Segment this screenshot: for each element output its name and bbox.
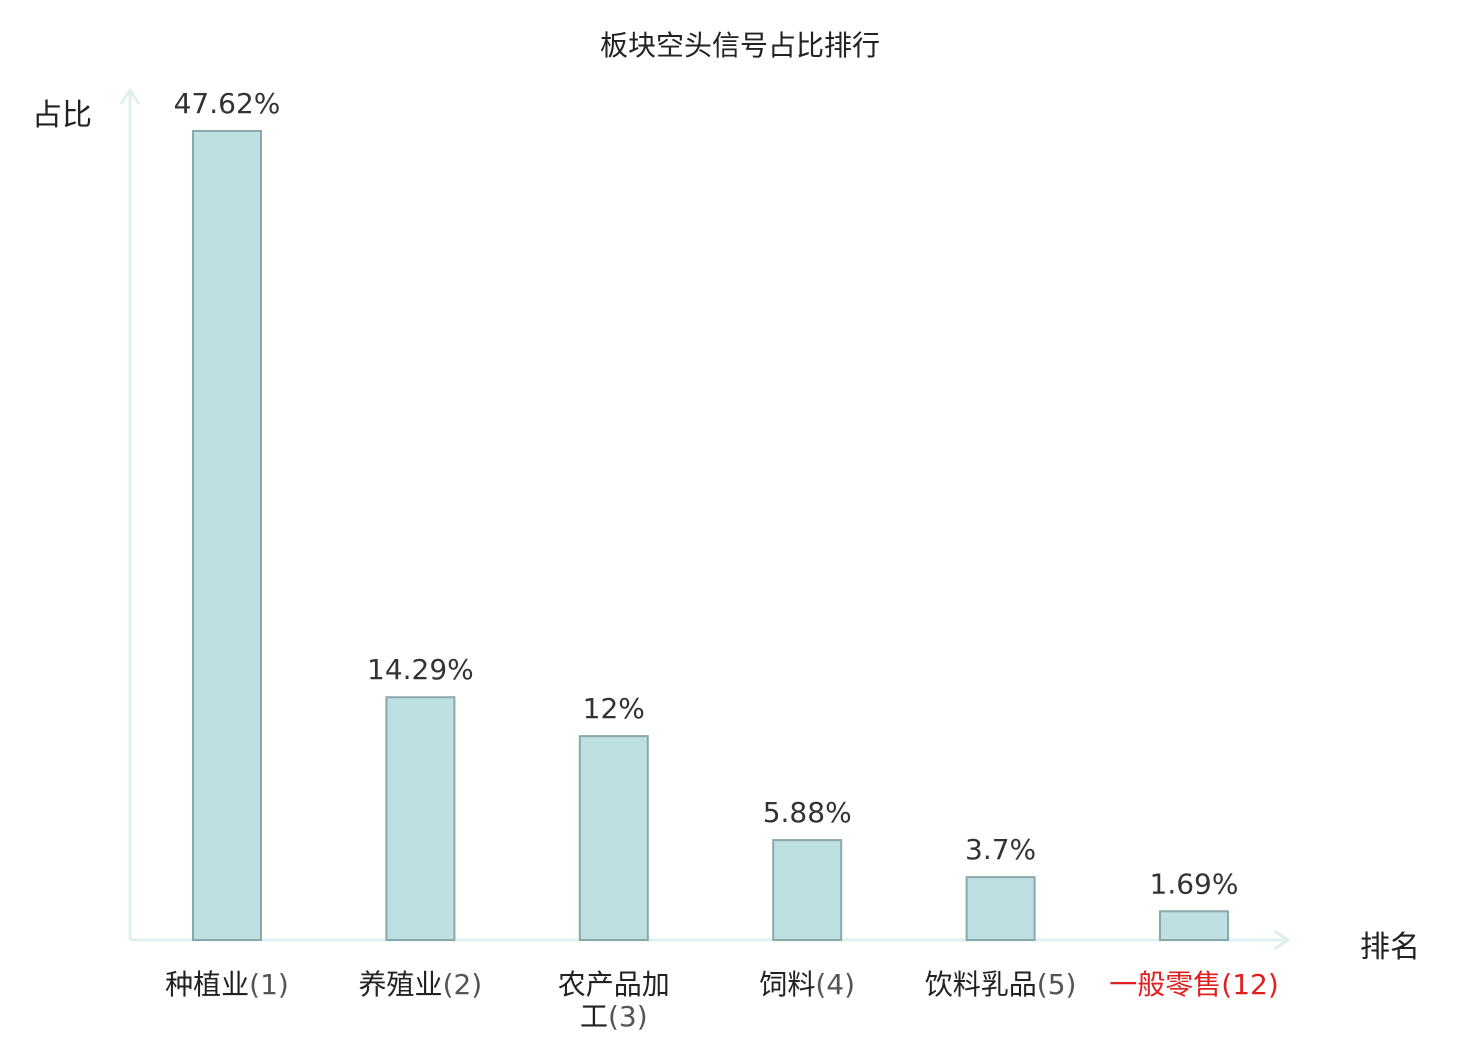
- x-tick-name: 饮料乳品: [925, 968, 1037, 1001]
- bar: [772, 839, 843, 942]
- x-tick-name: 饲料: [759, 968, 815, 1001]
- value-label: 1.69%: [1150, 867, 1239, 900]
- x-tick-label: 饲料(4): [759, 968, 855, 1001]
- value-label: 5.88%: [763, 796, 852, 829]
- x-tick-label: 农产品加工(3): [558, 968, 670, 1033]
- x-tick-rank: (4): [815, 968, 855, 1001]
- x-axis-arrow: [1273, 929, 1291, 951]
- x-tick-rank: (12): [1221, 968, 1278, 1001]
- x-tick-name: 一般零售: [1109, 968, 1221, 1001]
- axes: [119, 87, 1291, 951]
- value-labels: 47.62% 14.29% 12% 5.88% 3.7% 1.69%: [174, 87, 1239, 900]
- y-axis-label: 占比: [32, 98, 92, 133]
- value-label: 3.7%: [965, 833, 1036, 866]
- value-label: 12%: [583, 692, 645, 725]
- x-tick-label: 饮料乳品(5): [925, 968, 1077, 1001]
- x-tick-rank: (2): [443, 968, 483, 1001]
- x-tick-labels: 种植业(1) 养殖业(2) 农产品加工(3) 饲料(4) 饮料乳品(5) 一般零售(12): [165, 968, 1279, 1033]
- y-axis-arrow: [119, 87, 141, 105]
- bar: [1159, 910, 1229, 942]
- bars: [192, 130, 1229, 942]
- x-tick-label: 种植业(1): [165, 968, 289, 1001]
- bar: [192, 130, 262, 941]
- x-tick-label: 一般零售(12): [1109, 968, 1279, 1001]
- bar: [385, 696, 456, 942]
- x-tick-name: 农产品加: [558, 968, 670, 1001]
- x-tick-name: 工: [580, 1000, 608, 1033]
- value-label: 47.62%: [174, 87, 281, 120]
- x-tick-rank: (5): [1037, 968, 1077, 1001]
- x-axis-label: 排名: [1360, 930, 1420, 965]
- x-tick-label: 养殖业(2): [359, 968, 483, 1001]
- x-tick-rank: (3): [608, 1000, 648, 1033]
- bar: [578, 735, 649, 941]
- x-tick-name: 养殖业: [359, 968, 443, 1001]
- value-label: 14.29%: [367, 653, 474, 686]
- chart-title: 板块空头信号占比排行: [599, 29, 880, 62]
- bar: [965, 876, 1036, 942]
- x-tick-rank: (1): [249, 968, 289, 1001]
- x-tick-name: 种植业: [165, 968, 249, 1001]
